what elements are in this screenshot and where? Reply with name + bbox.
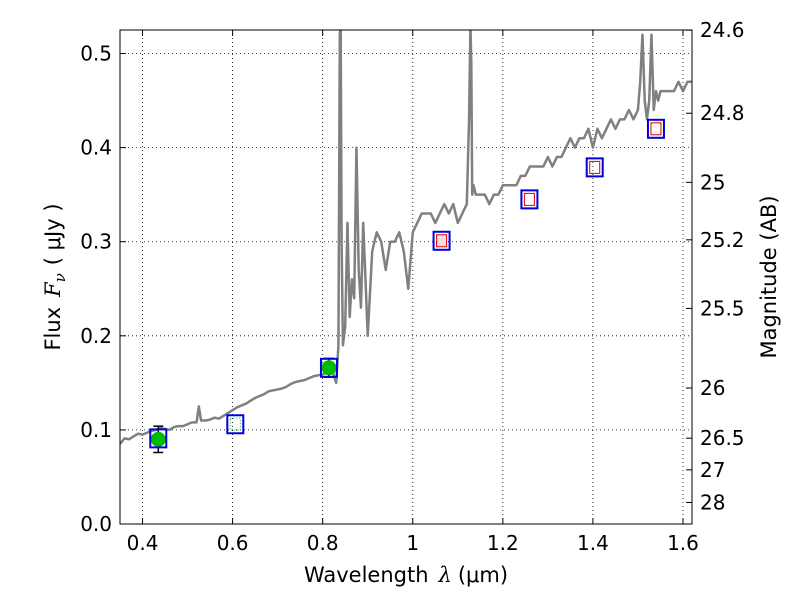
y-tick-label: 0.2 [80,324,112,348]
y-axis: 0.0 0.1 0.2 0.3 0.4 0.5 [80,42,126,536]
magnitude-tick-label: 25.5 [700,296,745,320]
x-tick-label: 1.4 [577,531,609,555]
x-tick-label: 0.4 [127,531,159,555]
y-tick-label: 0.4 [80,136,112,160]
sed-line [120,30,692,445]
model-point [646,118,665,139]
magnitude-tick-label: 24.6 [700,18,745,42]
y-axis-label-unit: ( μJy ) [41,203,65,265]
x-axis-label-unit: (μm) [458,563,508,587]
model-point-inner [589,160,601,174]
series-group [120,30,692,445]
y-axis-label-symbol: F [41,281,65,298]
magnitude-tick-label: 24.8 [700,101,745,125]
model-point [226,414,245,435]
model-point [319,357,338,378]
magnitude-tick-label: 28 [700,490,725,514]
x-axis-label: Wavelength λ (μm) [304,563,508,587]
magnitude-tick-label: 27 [700,458,725,482]
y-tick-label: 0.5 [80,42,112,66]
y-axis-label-subscript: ν [51,273,69,282]
x-axis-label-symbol: λ [438,563,452,587]
x-tick-label: 0.8 [307,531,339,555]
x-tick-label: 0.6 [217,531,249,555]
y-tick-label: 0.1 [80,418,112,442]
model-point-inner [523,192,535,206]
observed-point [150,431,166,447]
model-point-inner [650,122,662,136]
model-point [520,189,539,210]
magnitude-tick-label: 25 [700,170,725,194]
y-axis-label: Flux Fν ( μJy ) [41,203,69,350]
plot-frame [119,29,693,525]
magnitude-axis-label: Magnitude (AB) [757,195,781,358]
x-tick-label: 1.6 [667,531,699,555]
y-axis-label-prefix: Flux [41,307,65,351]
magnitude-tick-label: 26 [700,376,725,400]
grid [120,30,692,524]
y-tick-label: 0.0 [80,512,112,536]
magnitude-axis: 24.6 24.8 25 25.2 25.5 26 26.5 27 28 [686,18,745,514]
model-point [432,230,451,251]
magnitude-tick-label: 25.2 [700,228,745,252]
x-tick-label: 1.2 [487,531,519,555]
magnitude-tick-label: 26.5 [700,426,745,450]
x-axis-label-prefix: Wavelength [304,563,429,587]
observed-point [321,360,337,376]
markers-group [149,118,665,454]
y-tick-label: 0.3 [80,230,112,254]
x-axis: 0.4 0.6 0.8 1 1.2 1.4 1.6 [127,30,699,555]
model-point [585,157,604,178]
model-point [149,428,168,449]
model-point-inner [436,234,448,248]
model-point-inner [229,417,241,431]
x-tick-label: 1 [406,531,419,555]
